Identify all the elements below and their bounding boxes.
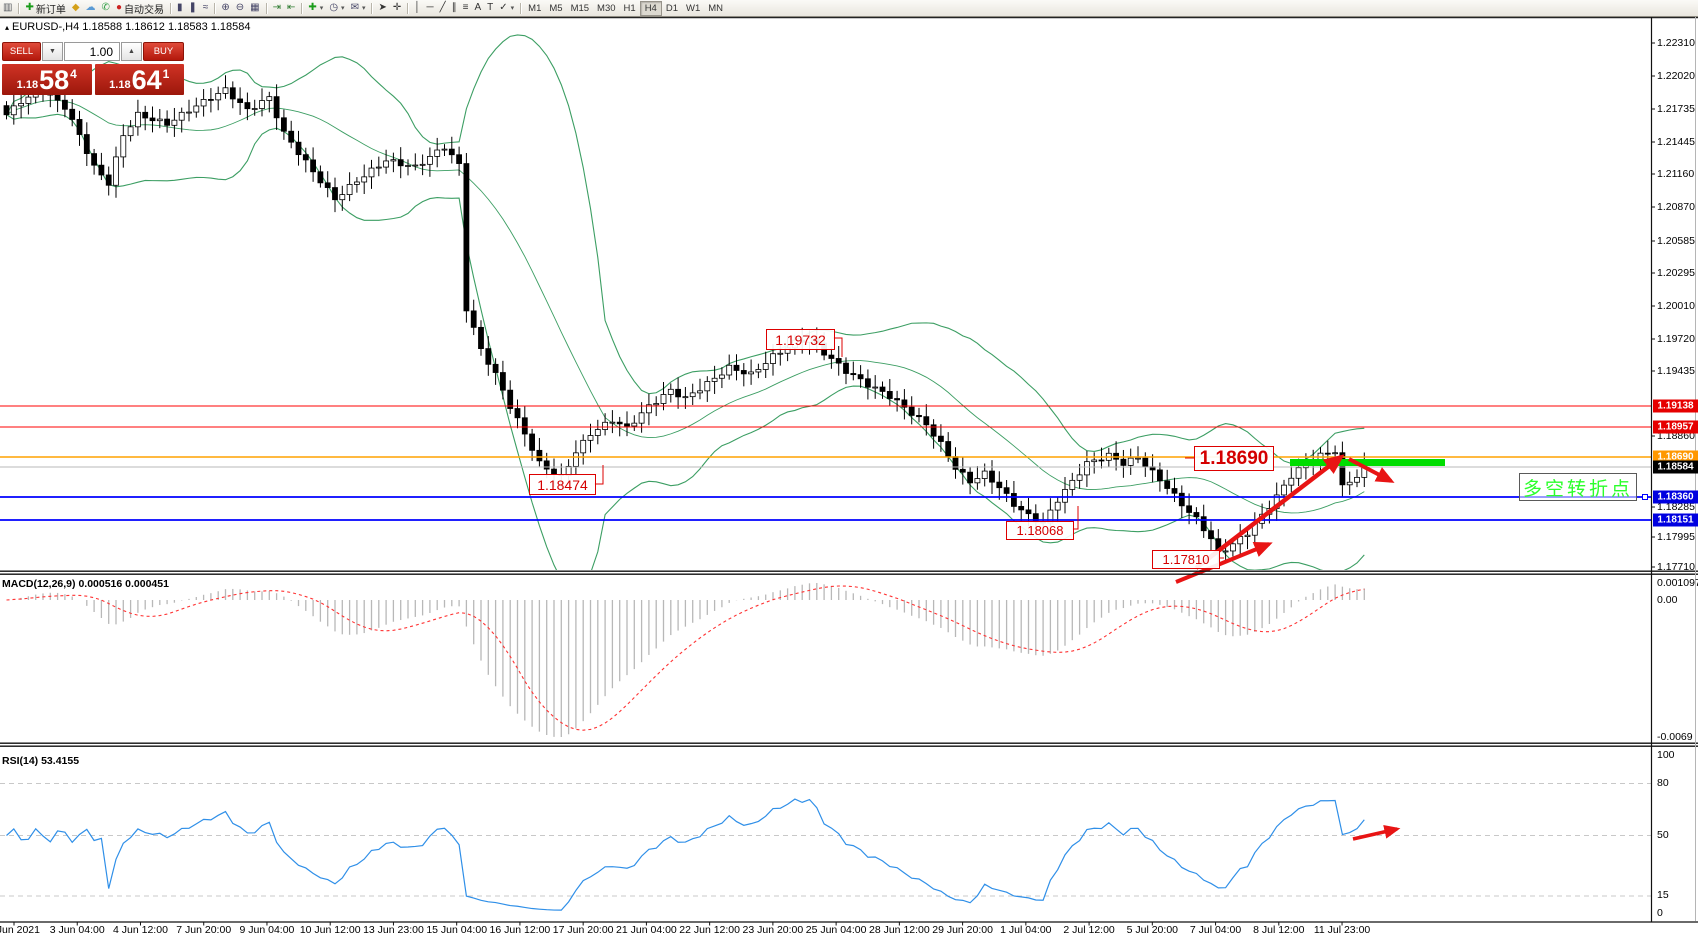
- template-icon[interactable]: ✉ ▾: [348, 1, 369, 15]
- crosshair-icon: ✛: [392, 2, 402, 13]
- line-chart-mode-icon[interactable]: ≈: [200, 1, 212, 15]
- toolbar-separator: [371, 2, 373, 14]
- chart-canvas[interactable]: [0, 16, 1698, 937]
- sell-price-prefix: 1.18: [16, 79, 39, 91]
- mql5-community-icon: ✆: [101, 2, 110, 13]
- zoom-out-icon[interactable]: ⊖: [233, 1, 247, 15]
- autotrading-button: ●: [115, 2, 122, 13]
- toolbar-separator: [265, 2, 267, 14]
- horizontal-line-icon[interactable]: ─: [424, 1, 437, 15]
- text-icon[interactable]: A: [471, 1, 484, 15]
- toolbar-separator: [214, 2, 216, 14]
- timeframe-h4[interactable]: H4: [639, 0, 662, 16]
- alert-icon: ◆: [71, 2, 80, 13]
- chevron-down-icon: ▾: [510, 5, 515, 12]
- news-cloud-icon[interactable]: ☁: [83, 1, 99, 15]
- buy-quote[interactable]: 1.18 64 1: [94, 64, 184, 95]
- timeframe-d1[interactable]: D1: [665, 2, 678, 14]
- volume-input[interactable]: 1.00: [64, 42, 120, 61]
- cursor-icon[interactable]: ➤: [375, 1, 389, 15]
- candlestick-mode-icon[interactable]: ❚: [186, 1, 200, 15]
- add-indicator-icon: ✚: [308, 2, 317, 13]
- bar-chart-mode-icon: ▮: [176, 2, 183, 13]
- period-icon: ◷: [329, 2, 339, 13]
- toolbar: ▥ ✚ 新订单 ◆ ☁ ✆ ● 自动交易 ▮ ❚ ≈ ⊕ ⊖ ▦ ⇥ ⇤ ✚ ▾ ◷ ▾ ✉ ▾ ➤ ✛ │ ─ ╱ ∥ ≡ A T ✓ ▾ M1…: [0, 0, 1698, 17]
- timeframe-h1[interactable]: H1: [623, 2, 636, 14]
- chevron-down-icon: ▾: [341, 5, 345, 12]
- bar-chart-mode-icon[interactable]: ▮: [174, 1, 186, 15]
- text-label-icon[interactable]: T: [484, 1, 496, 15]
- tile-windows-icon: ▦: [250, 2, 260, 13]
- tile-windows-icon[interactable]: ▦: [247, 1, 262, 15]
- new-order-button[interactable]: ✚ 新订单: [22, 1, 68, 16]
- timeframe-m5[interactable]: M5: [549, 2, 563, 14]
- period-icon[interactable]: ◷ ▾: [326, 1, 347, 15]
- sell-quote[interactable]: 1.18 58 4: [2, 64, 92, 95]
- fibonacci-icon: ≡: [462, 2, 469, 13]
- one-click-trading-panel: SELL ▼ 1.00 ▲ BUY 1.18 58 4 1.18 64 1: [2, 42, 184, 95]
- new-order-button: ✚: [25, 2, 34, 13]
- channel-icon[interactable]: ∥: [449, 1, 460, 15]
- toolbar-separator: [407, 2, 409, 14]
- add-indicator-icon[interactable]: ✚ ▾: [305, 1, 326, 15]
- timeframe-m15[interactable]: M15: [570, 2, 590, 14]
- zoom-in-icon[interactable]: ⊕: [218, 1, 232, 15]
- chart-shift-icon: ⇤: [287, 2, 296, 13]
- volume-down-button[interactable]: ▼: [42, 42, 63, 61]
- timeframe-w1[interactable]: W1: [686, 2, 701, 14]
- arrows-icon[interactable]: ✓ ▾: [496, 1, 517, 15]
- toolbar-separator: [169, 2, 171, 14]
- sell-price-sup: 4: [70, 67, 77, 81]
- timeframe-mn[interactable]: MN: [708, 2, 724, 14]
- toolbar-separator: [301, 2, 303, 14]
- chevron-down-icon: ▾: [361, 5, 366, 12]
- trendline-icon[interactable]: ╱: [437, 1, 449, 15]
- horizontal-line-icon: ─: [426, 2, 434, 13]
- alert-icon[interactable]: ◆: [69, 1, 83, 15]
- trendline-icon: ╱: [439, 2, 446, 13]
- arrows-icon: ✓: [499, 2, 508, 13]
- mql5-community-icon[interactable]: ✆: [99, 1, 113, 15]
- new-order-button-label: 新订单: [35, 4, 66, 16]
- crosshair-icon[interactable]: ✛: [390, 1, 404, 15]
- text-icon: A: [474, 2, 482, 13]
- timeframe-m30[interactable]: M30: [597, 2, 616, 14]
- text-label-icon: T: [487, 2, 494, 13]
- buy-button[interactable]: BUY: [143, 42, 184, 61]
- buy-price-prefix: 1.18: [109, 79, 131, 91]
- cursor-icon: ➤: [378, 2, 387, 13]
- toolbar-separator: [520, 2, 522, 14]
- candlestick-mode-icon: ❚: [188, 2, 197, 13]
- template-icon: ✉: [350, 2, 359, 13]
- chevron-down-icon: ▾: [319, 5, 324, 12]
- market-watch-icon[interactable]: ▥: [0, 1, 15, 15]
- line-chart-mode-icon: ≈: [202, 2, 209, 13]
- sell-price-big: 58: [39, 65, 70, 95]
- vertical-line-icon[interactable]: │: [411, 1, 423, 15]
- vertical-line-icon: │: [414, 2, 421, 13]
- volume-up-button[interactable]: ▲: [121, 42, 142, 61]
- channel-icon: ∥: [451, 2, 457, 13]
- buy-price-big: 64: [131, 65, 162, 95]
- timeframe-m1[interactable]: M1: [528, 2, 542, 14]
- buy-price-sup: 1: [162, 67, 170, 81]
- autotrading-button[interactable]: ● 自动交易: [113, 1, 167, 16]
- auto-scroll-icon[interactable]: ⇥: [270, 1, 284, 15]
- chart-shift-icon[interactable]: ⇤: [284, 1, 298, 15]
- autotrading-button-label: 自动交易: [123, 4, 164, 16]
- zoom-in-icon: ⊕: [221, 2, 230, 13]
- market-watch-icon: ▥: [3, 2, 13, 13]
- zoom-out-icon: ⊖: [235, 2, 245, 13]
- toolbar-separator: [18, 2, 20, 14]
- news-cloud-icon: ☁: [85, 2, 96, 13]
- sell-button[interactable]: SELL: [2, 42, 41, 61]
- fibonacci-icon[interactable]: ≡: [460, 1, 472, 15]
- auto-scroll-icon: ⇥: [272, 2, 282, 13]
